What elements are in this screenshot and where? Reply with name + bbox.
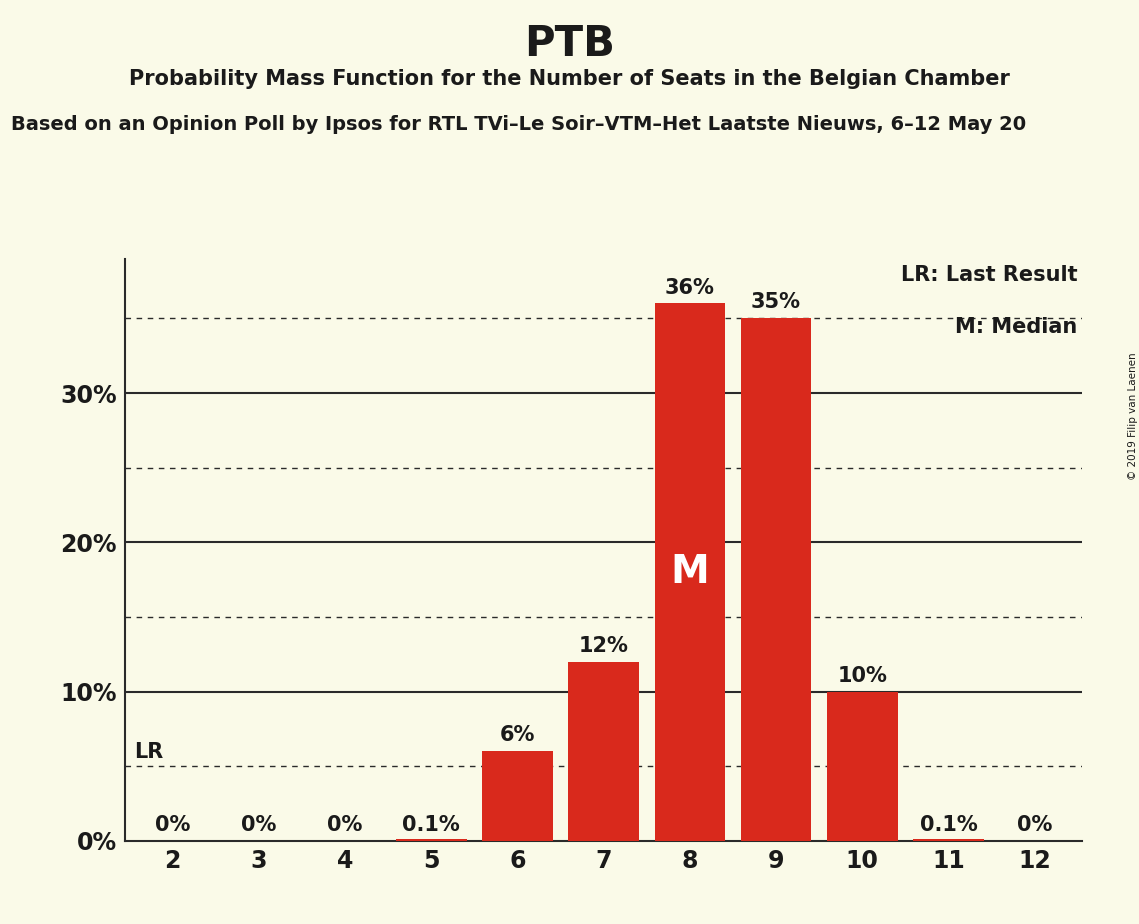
Text: PTB: PTB <box>524 23 615 65</box>
Text: 0.1%: 0.1% <box>919 815 977 835</box>
Text: 35%: 35% <box>751 293 801 312</box>
Text: 10%: 10% <box>837 665 887 686</box>
Text: 6%: 6% <box>500 725 535 746</box>
Text: 0%: 0% <box>155 815 190 835</box>
Text: Based on an Opinion Poll by Ipsos for RTL TVi–Le Soir–VTM–Het Laatste Nieuws, 6–: Based on an Opinion Poll by Ipsos for RT… <box>11 116 1026 135</box>
Text: 0%: 0% <box>241 815 277 835</box>
Text: M: Median: M: Median <box>954 317 1077 337</box>
Text: M: M <box>671 553 710 591</box>
Bar <box>740 319 811 841</box>
Text: 0.1%: 0.1% <box>402 815 460 835</box>
Text: LR: Last Result: LR: Last Result <box>901 264 1077 285</box>
Bar <box>396 839 467 841</box>
Text: 0%: 0% <box>1017 815 1052 835</box>
Bar <box>568 662 639 841</box>
Text: Probability Mass Function for the Number of Seats in the Belgian Chamber: Probability Mass Function for the Number… <box>129 69 1010 90</box>
Text: 12%: 12% <box>579 636 629 656</box>
Text: 36%: 36% <box>665 277 715 298</box>
Bar <box>913 839 984 841</box>
Bar <box>827 691 898 841</box>
Text: LR: LR <box>134 742 163 761</box>
Text: © 2019 Filip van Laenen: © 2019 Filip van Laenen <box>1129 352 1138 480</box>
Bar <box>482 751 552 841</box>
Bar <box>655 303 726 841</box>
Text: 0%: 0% <box>327 815 363 835</box>
